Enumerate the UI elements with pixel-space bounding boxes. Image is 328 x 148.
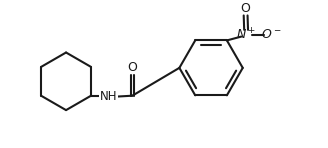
Text: $N^+$: $N^+$ — [236, 27, 256, 42]
Text: O: O — [241, 2, 251, 15]
Text: $O^-$: $O^-$ — [261, 28, 281, 41]
Text: O: O — [127, 61, 137, 74]
Text: NH: NH — [99, 90, 117, 103]
